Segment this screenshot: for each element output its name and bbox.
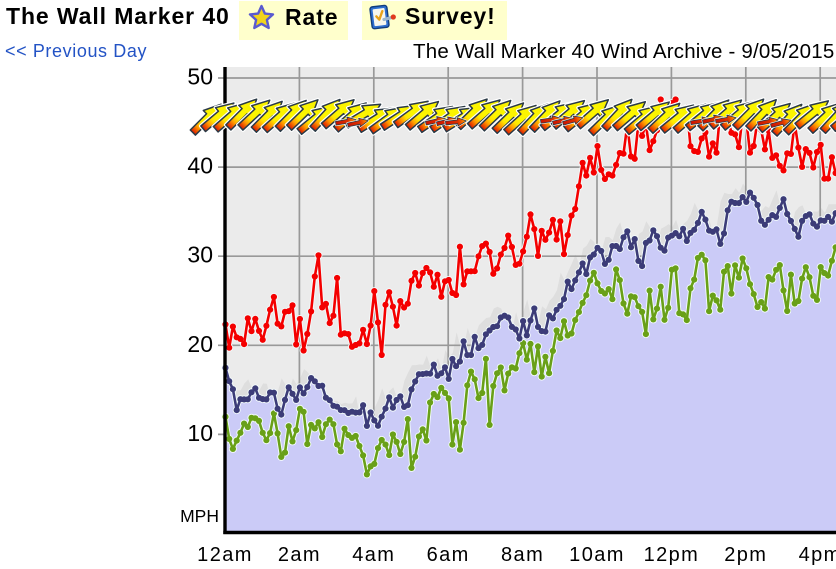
svg-text:2am: 2am [278, 544, 321, 566]
svg-text:8am: 8am [501, 544, 544, 566]
svg-text:2pm: 2pm [724, 544, 767, 566]
svg-text:10am: 10am [569, 544, 625, 566]
svg-text:MPH: MPH [180, 506, 219, 526]
svg-text:6am: 6am [427, 544, 470, 566]
svg-text:30: 30 [187, 242, 213, 268]
svg-text:4am: 4am [352, 544, 395, 566]
svg-text:12am: 12am [197, 544, 253, 566]
svg-text:20: 20 [187, 331, 213, 357]
svg-text:40: 40 [187, 153, 213, 179]
svg-text:4pm: 4pm [799, 544, 836, 566]
svg-text:50: 50 [187, 64, 213, 90]
svg-text:12pm: 12pm [644, 544, 700, 566]
svg-text:10: 10 [187, 420, 213, 446]
